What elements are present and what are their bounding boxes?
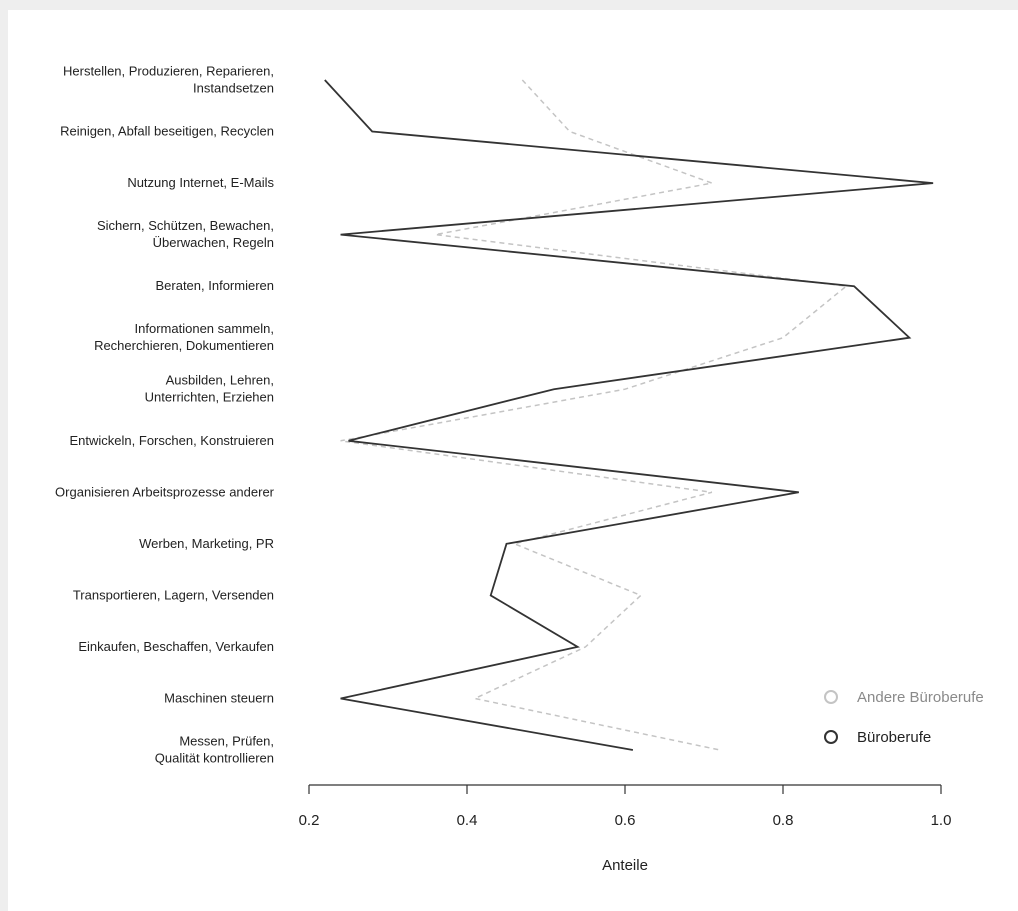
category-label-line: Werben, Marketing, PR (139, 536, 274, 551)
category-label-line: Recherchieren, Dokumentieren (94, 338, 274, 353)
category-label-line: Überwachen, Regeln (153, 235, 274, 250)
x-tick-label: 1.0 (931, 812, 952, 829)
series-layer (324, 79, 934, 751)
legend-marker (824, 730, 838, 744)
series-line-andere-bueroberufe (340, 79, 849, 751)
category-label-line: Entwickeln, Forschen, Konstruieren (70, 433, 274, 448)
category-label: Organisieren Arbeitsprozesse anderer (55, 484, 275, 499)
category-label-line: Ausbilden, Lehren, (166, 373, 274, 388)
category-label: Messen, Prüfen, Qualität kontrollieren (155, 734, 274, 766)
category-label: Entwickeln, Forschen, Konstruieren (70, 433, 274, 448)
legend: Andere Büroberufe Büroberufe (824, 689, 984, 746)
category-label: Sichern, Schützen, Bewachen, Überwachen, … (97, 218, 274, 250)
category-label: Maschinen steuern (164, 690, 274, 705)
category-label: Informationen sammeln, Recherchieren, Dok… (94, 321, 274, 353)
category-label-line: Instandsetzen (193, 81, 274, 96)
legend-marker (824, 690, 838, 704)
category-label: Ausbilden, Lehren, Unterrichten, Erziehen (145, 373, 274, 405)
category-label-line: Herstellen, Produzieren, Reparieren, (63, 64, 274, 79)
category-label: Nutzung Internet, E-Mails (127, 175, 274, 190)
category-label-line: Beraten, Informieren (155, 278, 274, 293)
legend-label: Büroberufe (857, 729, 931, 746)
line-chart: Herstellen, Produzieren, Reparieren, Inst… (55, 64, 984, 875)
category-label-line: Sichern, Schützen, Bewachen, (97, 218, 274, 233)
category-label-line: Transportieren, Lagern, Versenden (73, 587, 274, 602)
category-label: Werben, Marketing, PR (139, 536, 274, 551)
category-label-line: Einkaufen, Beschaffen, Verkaufen (78, 639, 274, 654)
x-axis: 0.2 0.4 0.6 0.8 1.0 (299, 784, 952, 829)
category-label-line: Unterrichten, Erziehen (145, 390, 274, 405)
category-label-line: Messen, Prüfen, (179, 734, 274, 749)
category-label: Beraten, Informieren (155, 278, 274, 293)
chart-panel: Herstellen, Produzieren, Reparieren, Inst… (8, 10, 1018, 911)
category-labels: Herstellen, Produzieren, Reparieren, Inst… (55, 64, 275, 766)
category-label-line: Nutzung Internet, E-Mails (127, 175, 274, 190)
x-tick-label: 0.6 (615, 812, 636, 829)
x-tick-label: 0.8 (773, 812, 794, 829)
category-label-line: Organisieren Arbeitsprozesse anderer (55, 484, 275, 499)
x-axis-label: Anteile (602, 857, 648, 874)
series-line-bueroberufe (324, 79, 934, 751)
category-label-line: Informationen sammeln, (135, 321, 274, 336)
x-tick-label: 0.4 (457, 812, 478, 829)
category-label-line: Maschinen steuern (164, 690, 274, 705)
category-label: Transportieren, Lagern, Versenden (73, 587, 274, 602)
legend-label: Andere Büroberufe (857, 689, 984, 706)
category-label: Reinigen, Abfall beseitigen, Recyclen (60, 124, 274, 139)
category-label-line: Qualität kontrollieren (155, 751, 274, 766)
x-tick-label: 0.2 (299, 812, 320, 829)
category-label: Einkaufen, Beschaffen, Verkaufen (78, 639, 274, 654)
category-label-line: Reinigen, Abfall beseitigen, Recyclen (60, 124, 274, 139)
category-label: Herstellen, Produzieren, Reparieren, Inst… (63, 64, 274, 96)
